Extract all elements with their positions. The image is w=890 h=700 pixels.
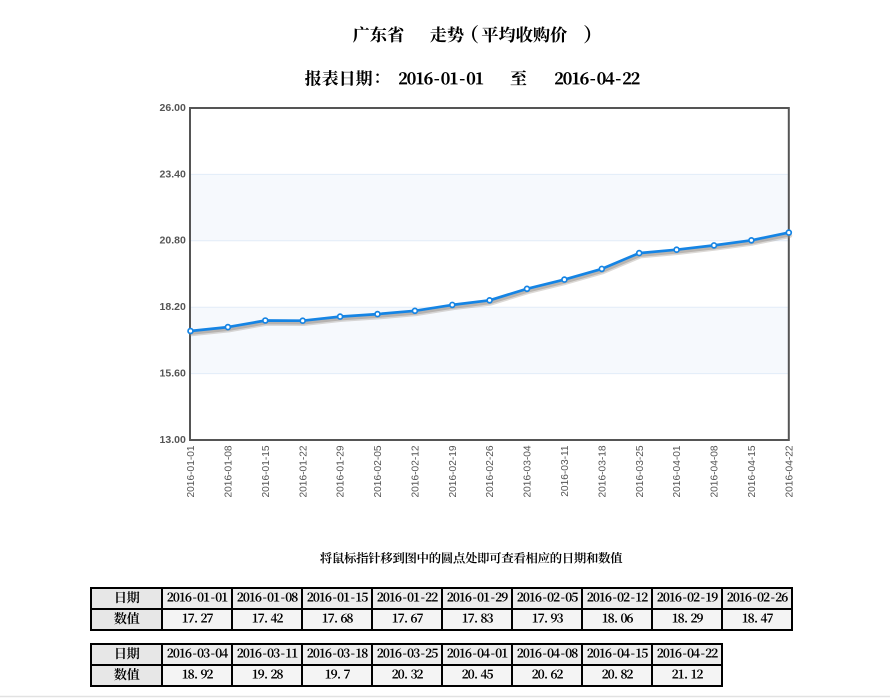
- svg-text:2016-03-04: 2016-03-04: [523, 445, 534, 497]
- svg-text:2016-04-15: 2016-04-15: [747, 445, 758, 497]
- svg-text:2016-04-22: 2016-04-22: [784, 445, 795, 497]
- svg-text:2016-01-29: 2016-01-29: [336, 445, 347, 497]
- svg-text:2016-04-08: 2016-04-08: [710, 445, 721, 497]
- svg-text:15.60: 15.60: [160, 368, 186, 380]
- svg-text:2016-01-15: 2016-01-15: [261, 445, 272, 497]
- svg-text:2016-01-22: 2016-01-22: [298, 445, 309, 497]
- svg-text:2016-02-19: 2016-02-19: [448, 445, 459, 497]
- svg-text:23.40: 23.40: [160, 168, 186, 180]
- svg-text:13.00: 13.00: [160, 434, 186, 446]
- svg-text:2016-03-18: 2016-03-18: [597, 445, 608, 497]
- svg-text:2016-03-25: 2016-03-25: [635, 445, 646, 497]
- svg-text:2016-04-01: 2016-04-01: [672, 445, 683, 497]
- svg-text:18.20: 18.20: [160, 301, 186, 313]
- svg-text:2016-02-26: 2016-02-26: [485, 445, 496, 497]
- svg-text:2016-01-08: 2016-01-08: [224, 445, 235, 497]
- svg-text:20.80: 20.80: [160, 235, 186, 247]
- svg-text:2016-02-12: 2016-02-12: [411, 445, 422, 497]
- svg-text:26.00: 26.00: [160, 102, 186, 114]
- svg-text:2016-01-01: 2016-01-01: [186, 445, 197, 497]
- svg-text:2016-02-05: 2016-02-05: [373, 445, 384, 497]
- svg-text:2016-03-11: 2016-03-11: [560, 445, 571, 497]
